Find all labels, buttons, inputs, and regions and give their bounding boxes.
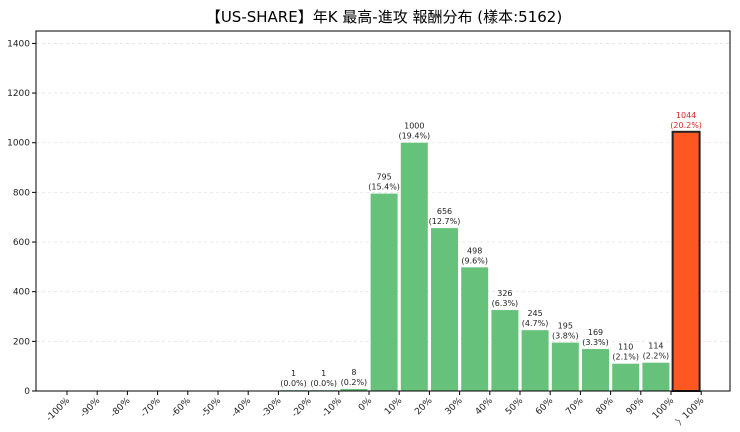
x-tick-label: 20% [413, 396, 435, 418]
bar [582, 349, 609, 391]
bar-percent-label: (20.2%) [670, 121, 702, 130]
y-tick-label: 600 [13, 238, 30, 248]
y-tick-label: 1000 [7, 139, 30, 149]
bar-count-label: 498 [467, 246, 482, 255]
bar-count-label: 110 [618, 343, 633, 352]
bar-count-label: 1 [291, 369, 296, 378]
x-tick-label: -100% [45, 396, 73, 424]
bar [642, 362, 670, 391]
bar-count-label: 114 [648, 342, 663, 351]
y-tick-label: 1400 [7, 39, 30, 49]
x-tick-label: -40% [230, 396, 254, 420]
bar-percent-label: (12.7%) [429, 217, 461, 226]
bar [491, 310, 519, 391]
x-axis-ticks: -100% -90% -80% -70% -60% -50% -40% -30% -20% -10… [45, 391, 707, 428]
bar [461, 267, 489, 391]
grid-layer [36, 43, 730, 342]
bar-count-label: 1 [321, 369, 326, 378]
bar-percent-label: (0.2%) [341, 378, 368, 387]
bar-count-label: 169 [588, 328, 603, 337]
bar-percent-label: (15.4%) [368, 183, 400, 192]
bar-count-label: 326 [497, 289, 512, 298]
bar-percent-label: (3.8%) [552, 332, 579, 341]
bar-count-label: 8 [351, 368, 356, 377]
x-tick-label: 70% [564, 396, 586, 418]
bar-percent-label: (19.4%) [398, 132, 430, 141]
x-tick-label: -80% [109, 396, 133, 420]
bar-count-label: 1000 [404, 122, 424, 131]
x-tick-label: -60% [169, 396, 193, 420]
bar [400, 142, 428, 391]
bar [370, 193, 398, 391]
bar [340, 389, 368, 391]
y-tick-label: 0 [24, 387, 30, 397]
y-tick-label: 400 [13, 288, 30, 298]
bar-highlight [671, 130, 701, 393]
x-tick-label: -70% [139, 396, 163, 420]
bar-percent-label: (0.0%) [310, 379, 337, 388]
bar-percent-label: (3.3%) [582, 338, 609, 347]
x-tick-label: 40% [474, 396, 496, 418]
bar-count-label: 195 [558, 322, 573, 331]
bar-percent-label: (6.3%) [492, 299, 519, 308]
bar [551, 342, 579, 391]
x-tick-label: 0% [357, 396, 374, 413]
plot-frame [35, 30, 731, 392]
y-tick-label: 200 [13, 337, 30, 347]
chart-title: 【US-SHARE】年K 最高-進攻 報酬分布 (樣本:5162) [206, 8, 562, 26]
bar-count-label: 795 [376, 173, 391, 182]
x-tick-label: 60% [534, 396, 556, 418]
x-tick-label: -20% [290, 396, 314, 420]
x-tick-label: 50% [504, 396, 526, 418]
y-tick-label: 1200 [7, 89, 30, 99]
bar-percent-label: (0.0%) [280, 379, 307, 388]
x-tick-label: -10% [320, 396, 344, 420]
bar [431, 228, 458, 391]
data-labels-layer: 1(0.0%)1(0.0%)8(0.2%)795(15.4%)1000(19.4… [280, 111, 702, 388]
x-tick-label: 90% [625, 396, 647, 418]
bar-percent-label: (2.2%) [643, 352, 670, 361]
x-tick-label: -90% [79, 396, 103, 420]
x-tick-label: 30% [443, 396, 465, 418]
bar-percent-label: (2.1%) [612, 353, 639, 362]
bar [612, 363, 640, 391]
x-tick-label: -30% [260, 396, 284, 420]
bar-count-label: 245 [527, 309, 542, 318]
x-tick-label: 80% [594, 396, 616, 418]
x-tick-label: -50% [200, 396, 224, 420]
x-tick-label: 100% [651, 396, 677, 422]
bar-percent-label: (4.7%) [522, 319, 549, 328]
bar-count-label: 1044 [676, 111, 696, 120]
bar-percent-label: (9.6%) [461, 256, 488, 265]
x-tick-label: 10% [383, 396, 405, 418]
x-tick-label: 〉100% [674, 395, 707, 428]
y-tick-label: 800 [13, 188, 30, 198]
bars-layer [280, 130, 701, 393]
y-axis-ticks: 0 200 400 600 800 1000 1200 1400 [7, 39, 36, 397]
bar [521, 330, 549, 391]
bar-count-label: 656 [437, 207, 452, 216]
